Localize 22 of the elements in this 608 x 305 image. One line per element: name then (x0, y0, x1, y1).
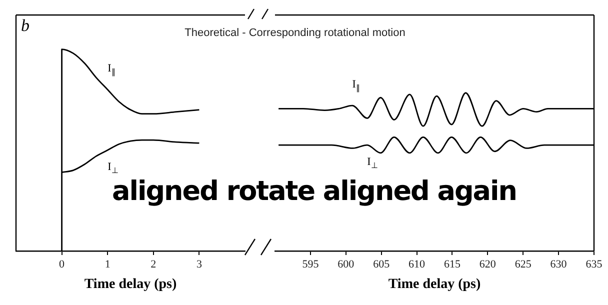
series-label: I∥ (352, 78, 360, 93)
series-label: I⊥ (108, 161, 118, 176)
x-tick-label: 2 (150, 258, 156, 270)
series-label: I∥ (108, 62, 116, 77)
x-tick-label: 630 (550, 258, 568, 270)
x-axis-title: Time delay (ps) (84, 277, 177, 292)
x-tick-label: 615 (444, 258, 461, 270)
x-tick-label: 605 (373, 258, 390, 270)
x-tick-label: 635 (586, 258, 603, 270)
x-tick-label: 1 (104, 258, 110, 270)
x-tick-label: 620 (479, 258, 496, 270)
x-tick-label: 3 (196, 258, 202, 270)
annotation: aligned rotate aligned again (112, 176, 516, 207)
x-tick-label: 0 (59, 258, 66, 270)
text: Theoretical - Corresponding rotational motion (184, 27, 406, 39)
text: b (21, 16, 30, 36)
series-label: I⊥ (367, 156, 378, 170)
x-tick-label: 600 (338, 258, 355, 270)
x-tick-label: 625 (514, 258, 532, 270)
x-axis-title: Time delay (ps) (388, 277, 481, 292)
x-tick-label: 610 (408, 258, 426, 270)
x-tick-label: 595 (302, 258, 320, 270)
